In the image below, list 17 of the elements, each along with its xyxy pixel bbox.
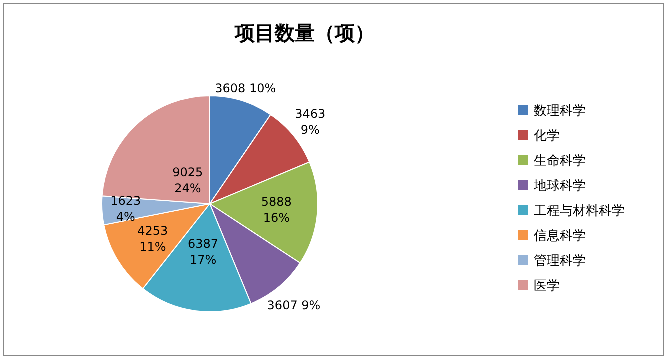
legend-label: 信息科学 (534, 229, 586, 244)
chart-title: 项目数量（项） (234, 21, 375, 45)
data-label: 4253 11% (138, 224, 168, 254)
data-label: 1623 4% (110, 194, 142, 224)
data-label: 9025 24% (172, 165, 204, 196)
data-label: 3607 9% (267, 298, 321, 313)
legend-label: 数理科学 (534, 104, 586, 119)
legend-label: 生命科学 (534, 154, 586, 169)
legend-label: 医学 (534, 279, 560, 294)
legend-label: 地球科学 (533, 179, 586, 194)
data-label: 5888 16% (261, 195, 292, 226)
data-label: 3608 10% (215, 81, 276, 96)
legend-label: 化学 (534, 129, 560, 144)
legend-label: 工程与材料科学 (534, 204, 625, 219)
data-label: 6387 17% (188, 237, 219, 268)
legend-label: 管理科学 (534, 254, 586, 269)
data-label: 3463 9% (295, 107, 326, 138)
